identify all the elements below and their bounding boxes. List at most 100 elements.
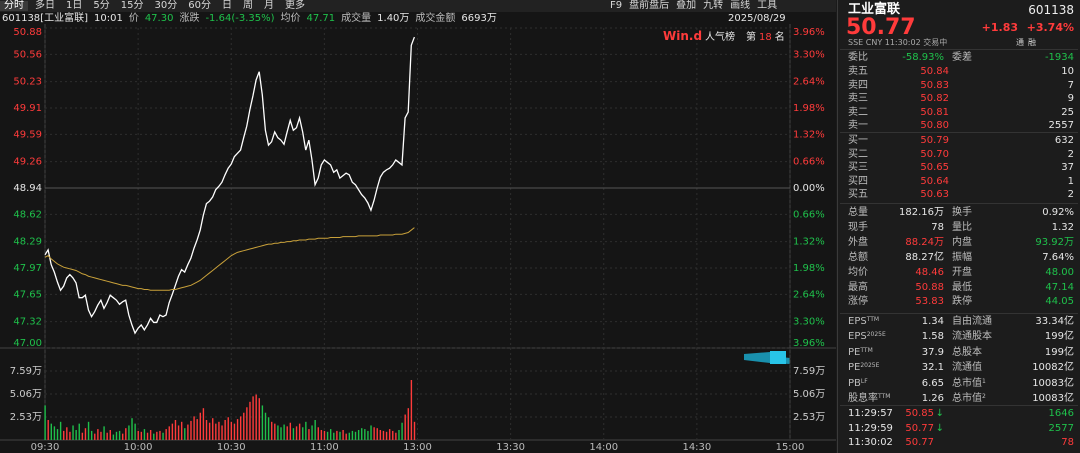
- y2-tick-label: 1.98%: [793, 263, 825, 274]
- volume-bar: [385, 431, 388, 440]
- y2-tick-label: 2.53万: [793, 412, 825, 423]
- flags: 通融: [1016, 39, 1036, 47]
- trade-volume: 1646: [1048, 408, 1074, 419]
- volume-bar: [280, 427, 282, 440]
- logo: Win.d: [663, 29, 703, 43]
- volume-bar: [295, 426, 298, 440]
- volume-bar: [348, 432, 351, 440]
- stat-label-text: PE: [848, 346, 861, 358]
- y-tick-label: 7.59万: [10, 366, 42, 377]
- stat-label: PETTM: [848, 346, 873, 358]
- volume-bar: [90, 430, 93, 440]
- tab[interactable]: 5分: [93, 0, 110, 11]
- y2-tick-label: 3.30%: [793, 50, 825, 61]
- volume-bar: [314, 420, 316, 440]
- tab[interactable]: 月: [263, 0, 274, 11]
- volume-bar: [364, 429, 366, 440]
- book-price: 50.84: [920, 66, 949, 77]
- stat-label-text: 换手: [952, 207, 972, 218]
- tab[interactable]: 周: [242, 0, 253, 11]
- volume-bar: [292, 428, 295, 440]
- y-tick-label: 50.23: [13, 77, 42, 88]
- separator: [840, 313, 1078, 314]
- stat-label-text: EPS: [848, 316, 867, 327]
- x-tick-label: 14:00: [589, 442, 618, 453]
- tool[interactable]: 叠加: [676, 0, 697, 11]
- tool[interactable]: 工具: [757, 0, 778, 11]
- flag[interactable]: 通: [1016, 38, 1024, 47]
- volume-bar: [122, 433, 124, 440]
- stat-label-text: 最高: [848, 281, 868, 293]
- volume-bar: [382, 430, 385, 440]
- tool[interactable]: 画线: [730, 0, 751, 11]
- volume-bar: [75, 430, 77, 440]
- y-tick-label: 48.94: [13, 183, 42, 194]
- trade-time: 11:29:59: [848, 422, 893, 434]
- x-tick-label: 10:30: [217, 442, 246, 453]
- volume-bar: [143, 429, 146, 440]
- separator: [840, 405, 1078, 406]
- stat-label-text: 总额: [848, 251, 868, 263]
- volume-bar: [271, 421, 273, 440]
- tab[interactable]: 30分: [154, 0, 178, 11]
- stat-label: 涨停: [848, 297, 868, 307]
- book-volume: 7: [1067, 79, 1074, 91]
- stat-value: 10083亿: [1032, 377, 1074, 389]
- y2-tick-label: 3.96%: [793, 27, 825, 38]
- stat-label-sup: 1: [982, 377, 986, 385]
- volume-bar: [376, 428, 378, 440]
- stat-label: EPSTTM: [848, 317, 879, 327]
- volume-bar: [128, 425, 130, 440]
- info-value: 6693万: [461, 13, 497, 24]
- tool[interactable]: F9: [610, 0, 623, 11]
- average-line: [44, 227, 415, 291]
- tab[interactable]: 多日: [35, 0, 55, 11]
- volume-bar: [56, 429, 59, 440]
- volume-bar: [196, 419, 198, 440]
- volume-bar: [323, 430, 326, 440]
- volume-bar: [264, 412, 267, 440]
- volume-bar: [208, 422, 211, 440]
- tab[interactable]: 分时: [0, 1, 28, 11]
- tab[interactable]: 60分: [188, 0, 211, 11]
- volume-bar: [410, 380, 413, 440]
- volume-bar: [59, 421, 62, 440]
- info-label: 价: [128, 13, 139, 24]
- volume-bar: [103, 426, 105, 440]
- y2-tick-label: 3.96%: [793, 338, 825, 349]
- volume-bar: [94, 433, 96, 440]
- volume-bar: [199, 412, 202, 440]
- stat-label: 换手: [952, 208, 972, 218]
- book-volume: 37: [1061, 162, 1074, 174]
- y-tick-label: 48.62: [13, 209, 42, 220]
- volume-bar: [47, 420, 49, 440]
- volume-bar: [81, 432, 84, 440]
- trade-arrow: ↓: [935, 422, 944, 434]
- volume-bar: [329, 429, 332, 440]
- tab[interactable]: 日: [221, 0, 232, 11]
- tool[interactable]: 九转: [703, 0, 724, 11]
- flag[interactable]: 融: [1028, 38, 1036, 47]
- stat-value: 10083亿: [1032, 393, 1074, 404]
- tools: F9 盘前盘后 叠加 九转 画线 工具: [610, 0, 777, 12]
- stat-label: 总股本: [952, 346, 982, 358]
- book-label: 卖四: [848, 79, 868, 91]
- y2-tick-label: 0.00%: [793, 183, 825, 194]
- volume-bar: [97, 429, 99, 440]
- ratio-value: -58.93%: [902, 52, 944, 63]
- ratio-value: -1934: [1044, 52, 1074, 63]
- volume-bar: [149, 430, 152, 440]
- tab[interactable]: 15分: [120, 0, 144, 11]
- tab[interactable]: 1日: [66, 0, 83, 11]
- stat-label-text: 总股本: [952, 346, 982, 358]
- stat-label-sup: LF: [860, 377, 868, 385]
- tool[interactable]: 盘前盘后: [629, 0, 670, 11]
- tab[interactable]: 更多: [284, 0, 305, 11]
- volume-bar: [224, 420, 226, 440]
- book-label: 买五: [848, 189, 868, 201]
- stat-value: 33.34亿: [1035, 316, 1074, 327]
- book-price: 50.83: [920, 79, 949, 91]
- stat-value: 44.05: [1045, 296, 1074, 308]
- stat-label: 最低: [952, 282, 972, 293]
